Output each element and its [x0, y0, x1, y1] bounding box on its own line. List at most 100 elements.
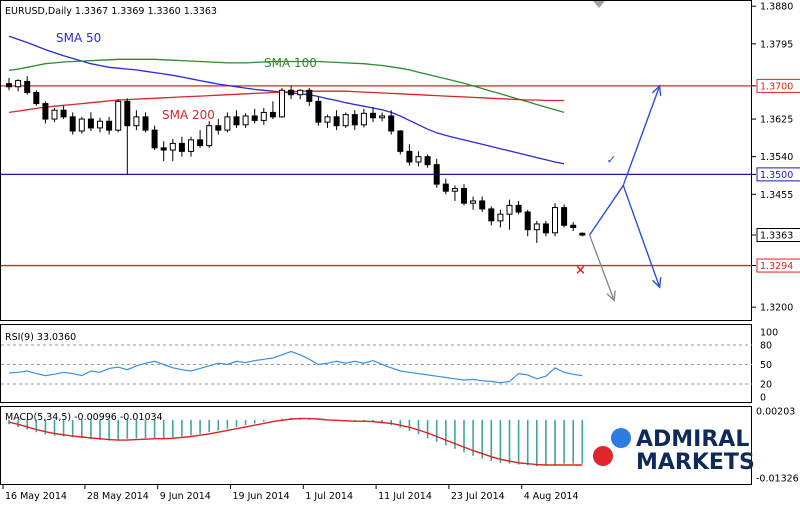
date-axis-label: 16 May 2014	[5, 491, 67, 502]
candle-body	[515, 204, 522, 213]
candle-body	[479, 200, 486, 210]
price-axis-label: 1.3200	[760, 303, 793, 314]
check-mark-icon: ✓	[606, 152, 616, 166]
sma50-line	[8, 35, 565, 165]
candle-body	[351, 114, 358, 126]
candle-body	[342, 114, 349, 127]
candle-body	[242, 115, 249, 126]
forecast-up-arrow-head	[651, 84, 662, 96]
candle-body	[215, 125, 222, 131]
candle-body	[433, 164, 440, 185]
sma200-line	[8, 90, 565, 114]
date-axis-label: 11 Jul 2014	[378, 491, 432, 502]
forecast-stem	[589, 185, 624, 236]
rsi-title: RSI(9) 33.0360	[5, 332, 76, 343]
price-panel-frame	[0, 0, 752, 321]
candle-body	[461, 188, 467, 204]
candle-body	[133, 116, 140, 127]
candle-body	[570, 224, 577, 228]
candle-body	[78, 118, 85, 132]
candle-body	[542, 223, 549, 234]
candle-body	[233, 116, 240, 126]
candle-body	[260, 111, 267, 121]
candle-body	[370, 112, 376, 119]
forecast-gray-arrow-head	[606, 290, 616, 303]
macd-axis-label: 0.00203	[756, 407, 795, 418]
admiral-markets-logo: ADMIRAL MARKETS	[593, 427, 755, 475]
candle-body	[561, 207, 568, 226]
candle-body	[552, 207, 558, 234]
rsi-panel-frame	[0, 324, 752, 403]
logo-blue-dot	[611, 428, 631, 448]
sma50-label: SMA 50	[56, 31, 101, 45]
rsi-axis-label: 100	[760, 328, 778, 339]
candle-body	[169, 142, 176, 151]
candle-body	[142, 116, 149, 131]
candle-body	[69, 116, 76, 132]
forecast-gray-arrow	[588, 234, 615, 301]
candle-body	[106, 120, 113, 131]
price-axis-label: 1.3880	[760, 2, 793, 13]
candle-body	[124, 100, 131, 127]
candle-body	[42, 103, 49, 120]
candle-body	[51, 109, 58, 120]
candle-body	[406, 150, 413, 163]
candle-body	[6, 83, 12, 88]
candle-body	[269, 111, 276, 118]
candle-body	[188, 139, 194, 152]
forecast-up-arrow	[622, 85, 661, 186]
candle-body	[533, 223, 540, 231]
candle-body	[33, 92, 40, 105]
candle-body	[315, 100, 322, 123]
candle-body	[397, 130, 404, 152]
price-level-tag-label: 1.3500	[760, 170, 793, 181]
cross-mark-icon: ×	[575, 263, 586, 278]
rsi-axis-label: 20	[760, 380, 772, 391]
price-axis-label: 1.3455	[760, 190, 793, 201]
date-axis-label: 9 Jun 2014	[160, 491, 211, 502]
candle-body	[488, 208, 495, 222]
macd-panel-frame	[0, 406, 752, 485]
date-axis-label: 1 Jul 2014	[305, 491, 353, 502]
candle-body	[60, 109, 67, 118]
rsi-line	[8, 350, 583, 384]
price-axis-label: 1.3795	[760, 39, 793, 50]
candle-body	[197, 139, 204, 147]
candle-body	[379, 115, 386, 119]
date-axis-label: 19 Jun 2014	[233, 491, 290, 502]
price-level-tag	[756, 167, 800, 182]
candle-body	[224, 116, 231, 131]
candle-body	[333, 116, 340, 127]
macd-title: MACD(5,34,5) -0.00996 -0.01034	[5, 412, 163, 423]
candle-body	[324, 116, 331, 123]
price-axis-label: 1.3625	[760, 115, 793, 126]
candle-body	[524, 211, 531, 231]
candle-body	[151, 129, 158, 149]
candle-body	[288, 89, 295, 96]
candle-body	[160, 147, 167, 151]
rsi-axis-label: 0	[760, 393, 766, 404]
macd-axis-label: -0.01326	[756, 474, 799, 485]
macd-signal-line	[8, 417, 583, 466]
candle-body	[424, 156, 431, 166]
candle-body	[497, 213, 504, 222]
candle-body	[97, 120, 103, 129]
candle-body	[415, 156, 422, 163]
chart-shift-marker[interactable]	[593, 1, 605, 8]
price-level-tag	[756, 78, 800, 93]
current-price-label: 1.3363	[760, 231, 793, 242]
rsi-axis-label: 50	[760, 360, 772, 371]
date-axis-label: 4 Aug 2014	[524, 491, 579, 502]
candle-body	[360, 112, 367, 126]
logo-line2: MARKETS	[636, 450, 755, 475]
candle-body	[279, 89, 285, 118]
rsi-axis-label: 80	[760, 341, 772, 352]
date-axis-label: 28 May 2014	[87, 491, 149, 502]
candle-body	[506, 204, 513, 215]
forecast-down-arrow-head	[652, 277, 662, 289]
price-level-tag-label: 1.3700	[760, 81, 793, 92]
candle-body	[388, 115, 395, 132]
candle-body	[451, 188, 458, 192]
price-axis-label: 1.3540	[760, 152, 793, 163]
